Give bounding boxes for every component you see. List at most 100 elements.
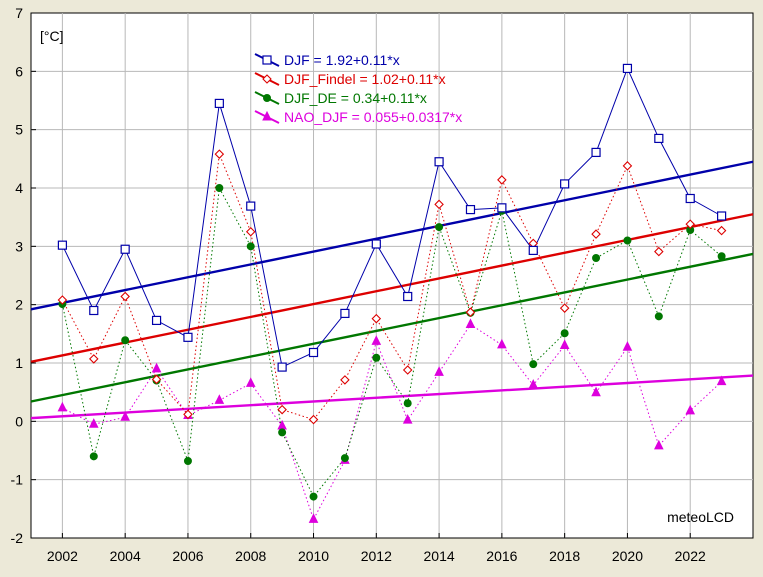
nao_djf-point — [528, 379, 539, 389]
x-tick-label: 2004 — [110, 548, 141, 564]
djf-point — [622, 63, 633, 74]
djf-point — [528, 245, 538, 256]
djf-point — [151, 315, 162, 326]
djf_findel-point — [57, 295, 68, 305]
y-tick-label: 6 — [15, 63, 23, 79]
nao_djf-point — [685, 404, 696, 415]
djf-point — [120, 244, 130, 254]
x-tick-label: 2010 — [298, 548, 329, 564]
djf_findel-point — [654, 246, 664, 257]
djf_findel-point — [402, 365, 413, 375]
djf_de-point — [654, 312, 663, 321]
nao_djf-point — [716, 375, 727, 386]
y-tick-label: 7 — [15, 5, 23, 21]
djf_findel-point — [151, 374, 162, 385]
legend-label-djf: DJF = 1.92+0.11*x — [284, 52, 400, 68]
djf_de-point — [215, 184, 224, 192]
x-tick-label: 2018 — [549, 548, 580, 564]
djf_findel-point — [183, 409, 193, 420]
djf-point — [465, 204, 476, 215]
djf_de-line — [61, 186, 722, 498]
djf-point — [497, 203, 507, 213]
djf_de-point — [278, 428, 287, 437]
djf_findel-point — [716, 225, 727, 236]
nao_djf-point — [591, 386, 601, 397]
djf-point — [214, 98, 224, 109]
legend-marker-djf_de — [263, 94, 271, 102]
nao_djf-point — [308, 513, 319, 523]
djf_findel-point — [245, 226, 256, 237]
djf-point — [183, 332, 193, 342]
djf-point — [57, 240, 67, 250]
djf_de-point — [121, 336, 130, 345]
nao_djf-point — [151, 362, 162, 373]
x-tick-label: 2016 — [486, 548, 517, 564]
djf_findel-point — [340, 375, 350, 385]
djf-point — [246, 201, 256, 211]
data-series — [57, 63, 727, 523]
nao_djf-point — [434, 366, 444, 376]
y-tick-label: 4 — [15, 180, 23, 196]
nao_djf-point — [57, 401, 68, 412]
djf-trend-line — [30, 160, 754, 311]
djf_de-point — [183, 457, 192, 465]
nao_djf-point — [497, 338, 507, 349]
legend-marker-djf — [262, 55, 272, 65]
djf_findel-point — [308, 414, 319, 425]
legend-label-nao_djf: NAO_DJF = 0.055+0.0317*x — [284, 109, 462, 125]
djf_findel-point — [371, 313, 382, 324]
plot-background — [30, 12, 754, 539]
y-tick-label: 2 — [15, 297, 23, 313]
nao_djf-point — [88, 418, 99, 428]
djf-point — [560, 179, 570, 189]
djf-point — [403, 291, 413, 302]
djf-point — [89, 305, 99, 316]
x-tick-label: 2002 — [47, 548, 78, 564]
djf_findel-point — [591, 229, 601, 239]
djf_de-point — [372, 353, 381, 362]
djf_de-point — [592, 254, 601, 262]
djf_de-point — [717, 252, 726, 261]
djf-point — [591, 147, 601, 158]
djf_findel-point — [120, 291, 130, 302]
djf_findel-point — [89, 354, 99, 364]
djf-point — [685, 193, 695, 204]
djf_de-point — [560, 329, 569, 338]
djf_findel-point — [559, 303, 570, 313]
nao_djf-line — [62, 323, 722, 521]
nao_djf-trend-line — [30, 374, 754, 420]
djf_findel-point — [685, 219, 695, 229]
nao_djf-point — [402, 414, 413, 424]
djf_de-point — [340, 454, 349, 463]
djf_findel-point — [497, 175, 507, 185]
legend-marker-nao_djf — [262, 110, 272, 121]
djf_de-trend-line — [30, 252, 754, 403]
nao_djf-point — [622, 341, 633, 351]
x-tick-label: 2014 — [424, 548, 455, 564]
y-tick-label: -1 — [11, 472, 24, 488]
axis-labels: -2 -1 0 1 2 3 4 5 6 7 2002 2004 2006 2008 2010 2012 2014… — [11, 5, 706, 564]
trend-lines — [30, 160, 754, 420]
nao_djf-point — [559, 339, 570, 349]
djf-line — [61, 67, 722, 368]
x-tick-label: 2022 — [675, 548, 706, 564]
nao_djf-point — [654, 439, 664, 450]
djf_findel-point — [622, 161, 633, 171]
legend-label-djf_de: DJF_DE = 0.34+0.11*x — [284, 90, 427, 106]
djf_de-point — [309, 492, 318, 501]
djf_findel-trend-line — [30, 213, 754, 364]
legend-marker-djf_findel — [262, 74, 272, 84]
gridlines — [31, 13, 753, 538]
djf_findel-point — [465, 307, 476, 318]
djf-point — [340, 308, 350, 319]
djf-point — [371, 239, 381, 249]
watermark: meteoLCD — [667, 509, 734, 525]
djf-point — [717, 211, 727, 221]
djf-point — [308, 347, 319, 358]
djf_findel-point — [434, 199, 444, 210]
djf_de-point — [529, 360, 538, 369]
djf-point — [434, 157, 444, 167]
legend-label-djf_findel: DJF_Findel = 1.02+0.11*x — [284, 71, 446, 87]
